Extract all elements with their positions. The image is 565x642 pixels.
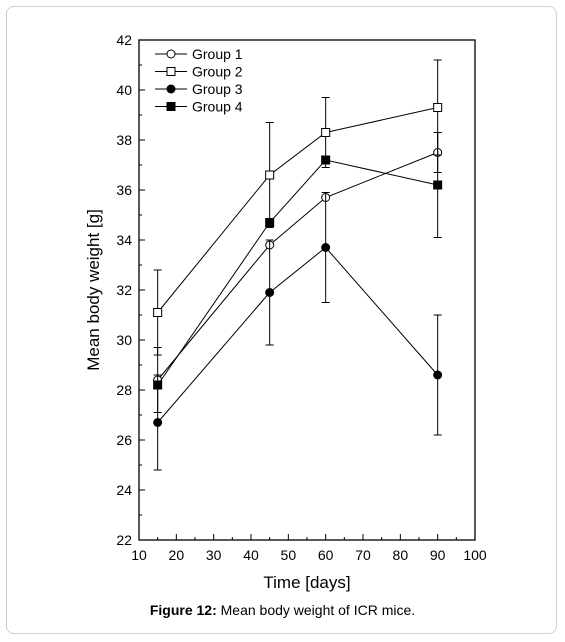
legend-label: Group 4 bbox=[192, 99, 243, 115]
x-tick-label: 20 bbox=[169, 547, 185, 563]
data-point bbox=[153, 418, 163, 427]
figure-caption: Figure 12: Mean body weight of ICR mice. bbox=[0, 602, 565, 618]
series-layer bbox=[153, 59, 443, 471]
y-tick-label: 32 bbox=[116, 282, 132, 298]
y-tick-label: 22 bbox=[116, 532, 132, 548]
series-line bbox=[157, 107, 438, 313]
data-point bbox=[265, 218, 275, 227]
data-point bbox=[153, 308, 163, 317]
y-tick-label: 38 bbox=[116, 132, 132, 148]
x-tick-label: 50 bbox=[281, 547, 297, 563]
legend-marker bbox=[166, 67, 176, 76]
legend-marker bbox=[166, 102, 176, 111]
x-tick-label: 80 bbox=[393, 547, 409, 563]
y-tick-label: 40 bbox=[116, 82, 132, 98]
data-point bbox=[265, 288, 275, 297]
legend-label: Group 2 bbox=[192, 64, 243, 80]
line-chart: 10 20 30 40 50 60 70 80 90 100 22 24 26 28 30 32 34 36 38 4… bbox=[84, 32, 487, 592]
x-axis-title: Time [days] bbox=[263, 573, 350, 592]
x-tick-label: 70 bbox=[355, 547, 371, 563]
y-tick-label: 30 bbox=[116, 332, 132, 348]
axes: 10 20 30 40 50 60 70 80 90 100 22 24 26 28 30 32 34 36 38 4… bbox=[116, 32, 486, 563]
x-tick-label: 100 bbox=[463, 547, 487, 563]
series-group-4 bbox=[153, 132, 443, 390]
data-point bbox=[433, 103, 443, 112]
legend-label: Group 3 bbox=[192, 81, 243, 97]
x-tick-label: 30 bbox=[206, 547, 222, 563]
legend-marker bbox=[166, 84, 176, 94]
plot-frame bbox=[138, 39, 476, 541]
y-tick-label: 42 bbox=[116, 32, 132, 48]
y-tick-label: 36 bbox=[116, 182, 132, 198]
y-tick-label: 26 bbox=[116, 432, 132, 448]
data-point bbox=[321, 128, 331, 137]
y-tick-label: 28 bbox=[116, 382, 132, 398]
data-point bbox=[433, 180, 443, 190]
series-group-3 bbox=[153, 192, 443, 471]
series-line bbox=[157, 246, 439, 423]
data-point bbox=[433, 370, 443, 380]
y-tick-label: 34 bbox=[116, 232, 132, 248]
data-point bbox=[153, 380, 163, 390]
x-tick-label: 90 bbox=[430, 547, 446, 563]
figure-frame bbox=[6, 6, 557, 634]
data-point bbox=[265, 170, 275, 180]
y-axis-title: Mean body weight [g] bbox=[84, 209, 103, 371]
data-point bbox=[321, 155, 331, 165]
y-tick-label: 24 bbox=[116, 482, 132, 498]
x-tick-label: 40 bbox=[243, 547, 259, 563]
series-line bbox=[157, 152, 438, 381]
x-tick-label: 10 bbox=[131, 547, 147, 563]
x-tick-label: 60 bbox=[318, 547, 334, 563]
legend-marker bbox=[166, 49, 176, 59]
series-line bbox=[157, 159, 438, 386]
series-group-1 bbox=[153, 132, 443, 413]
caption-text: Mean body weight of ICR mice. bbox=[220, 602, 416, 618]
legend-label: Group 1 bbox=[192, 46, 243, 62]
caption-label: Figure 12: bbox=[149, 602, 217, 618]
data-point bbox=[321, 243, 331, 252]
